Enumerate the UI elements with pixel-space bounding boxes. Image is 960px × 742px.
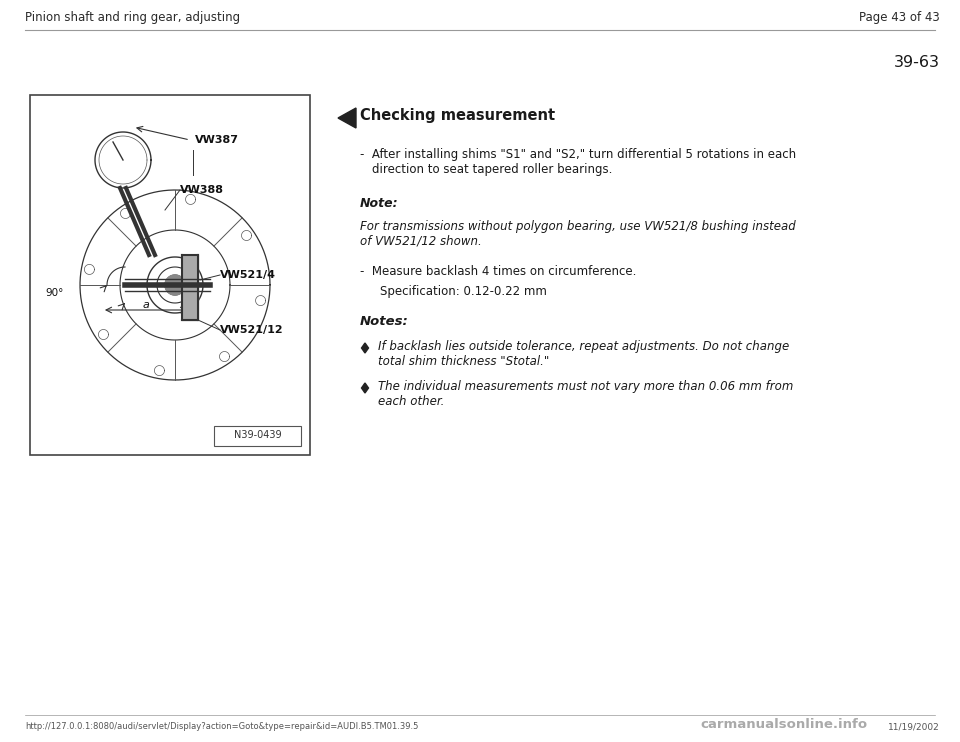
Text: N39-0439: N39-0439: [234, 430, 282, 440]
Text: each other.: each other.: [378, 395, 444, 408]
Text: direction to seat tapered roller bearings.: direction to seat tapered roller bearing…: [372, 163, 612, 176]
Text: total shim thickness "Stotal.": total shim thickness "Stotal.": [378, 355, 549, 368]
Polygon shape: [362, 343, 369, 353]
FancyBboxPatch shape: [214, 426, 301, 446]
Text: 90°: 90°: [45, 288, 63, 298]
Text: 39-63: 39-63: [894, 55, 940, 70]
Text: VW388: VW388: [180, 185, 224, 195]
Text: carmanualsonline.info: carmanualsonline.info: [700, 718, 867, 731]
Text: The individual measurements must not vary more than 0.06 mm from: The individual measurements must not var…: [378, 380, 793, 393]
Text: -  After installing shims "S1" and "S2," turn differential 5 rotations in each: - After installing shims "S1" and "S2," …: [360, 148, 796, 161]
Text: 11/19/2002: 11/19/2002: [888, 722, 940, 731]
Text: Checking measurement: Checking measurement: [360, 108, 555, 123]
Text: http://127.0.0.1:8080/audi/servlet/Display?action=Goto&type=repair&id=AUDI.B5.TM: http://127.0.0.1:8080/audi/servlet/Displ…: [25, 722, 419, 731]
Text: For transmissions without polygon bearing, use VW521/8 bushing instead: For transmissions without polygon bearin…: [360, 220, 796, 233]
Text: VW521/12: VW521/12: [220, 325, 283, 335]
Polygon shape: [362, 383, 369, 393]
Polygon shape: [182, 255, 198, 320]
Bar: [30, 95, 310, 455]
Text: VW387: VW387: [195, 135, 239, 145]
Polygon shape: [165, 275, 185, 295]
Text: VW521/4: VW521/4: [220, 270, 276, 280]
Text: If backlash lies outside tolerance, repeat adjustments. Do not change: If backlash lies outside tolerance, repe…: [378, 340, 789, 353]
Polygon shape: [338, 108, 356, 128]
Text: Specification: 0.12-0.22 mm: Specification: 0.12-0.22 mm: [380, 285, 547, 298]
Text: -  Measure backlash 4 times on circumference.: - Measure backlash 4 times on circumfere…: [360, 265, 636, 278]
Text: of VW521/12 shown.: of VW521/12 shown.: [360, 235, 482, 248]
Text: a: a: [143, 300, 150, 310]
Text: Page 43 of 43: Page 43 of 43: [859, 11, 940, 24]
Text: Note:: Note:: [360, 197, 398, 210]
Text: Notes:: Notes:: [360, 315, 409, 328]
Text: Pinion shaft and ring gear, adjusting: Pinion shaft and ring gear, adjusting: [25, 11, 240, 24]
